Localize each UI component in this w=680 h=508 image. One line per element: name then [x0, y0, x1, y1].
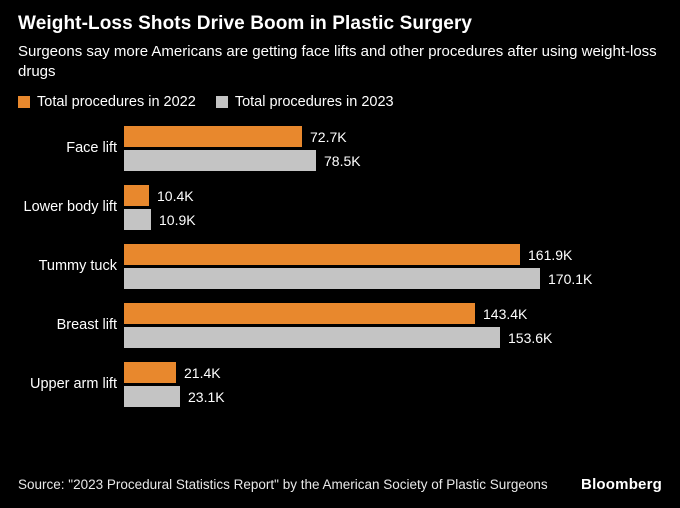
- bar-row: 170.1K: [124, 268, 662, 290]
- bar-series-2022: [124, 126, 302, 148]
- bar-row: 78.5K: [124, 150, 662, 172]
- bar-value-label: 78.5K: [324, 152, 361, 169]
- chart-subtitle: Surgeons say more Americans are getting …: [18, 42, 657, 80]
- bar-series-2022: [124, 362, 176, 384]
- legend-swatch-icon: [18, 96, 30, 109]
- bar-row: 143.4K: [124, 303, 662, 325]
- bar-series-2023: [124, 150, 316, 172]
- bar-chart: Face lift 72.7K 78.5K Lower body lift 10.4K 1…: [18, 126, 662, 421]
- legend-label: Total procedures in 2022: [37, 94, 196, 111]
- bar-value-label: 10.4K: [157, 187, 194, 204]
- bar-pair: 161.9K 170.1K: [124, 244, 662, 290]
- legend-label: Total procedures in 2023: [234, 94, 394, 111]
- bar-series-2022: [124, 185, 149, 207]
- bar-group: Lower body lift 10.4K 10.9K: [18, 185, 662, 231]
- category-label: Breast lift: [56, 316, 117, 333]
- bar-pair: 10.4K 10.9K: [124, 185, 662, 231]
- bar-row: 10.9K: [124, 209, 662, 231]
- bar-row: 153.6K: [124, 327, 662, 349]
- bar-value-label: 170.1K: [548, 270, 593, 287]
- bar-row: 10.4K: [124, 185, 662, 207]
- bar-pair: 143.4K 153.6K: [124, 303, 662, 349]
- bar-group: Upper arm lift 21.4K 23.1K: [18, 362, 662, 408]
- bar-group: Tummy tuck 161.9K 170.1K: [18, 244, 662, 290]
- bar-row: 161.9K: [124, 244, 662, 266]
- legend-item: Total procedures in 2023: [215, 94, 394, 111]
- category-label: Face lift: [66, 139, 117, 156]
- category-label: Upper arm lift: [29, 375, 117, 392]
- chart-footer: Source: "2023 Procedural Statistics Repo…: [18, 476, 662, 494]
- bar-group: Breast lift 143.4K 153.6K: [18, 303, 662, 349]
- bar-group: Face lift 72.7K 78.5K: [18, 126, 662, 172]
- bar-value-label: 143.4K: [483, 305, 528, 322]
- legend: Total procedures in 2022 Total procedures…: [18, 94, 662, 110]
- bar-series-2023: [124, 386, 180, 408]
- bar-row: 23.1K: [124, 386, 662, 408]
- category-label: Lower body lift: [23, 198, 118, 215]
- bar-row: 72.7K: [124, 126, 662, 148]
- bar-value-label: 10.9K: [159, 211, 196, 228]
- bar-series-2023: [124, 209, 151, 231]
- bar-value-label: 161.9K: [528, 246, 573, 263]
- legend-swatch-icon: [215, 96, 228, 109]
- source-note: Source: "2023 Procedural Statistics Repo…: [18, 476, 548, 492]
- chart-title: Weight-Loss Shots Drive Boom in Plastic …: [18, 13, 473, 34]
- bloomberg-logo: Bloomberg: [581, 476, 662, 493]
- bar-pair: 72.7K 78.5K: [124, 126, 662, 172]
- bar-pair: 21.4K 23.1K: [124, 362, 662, 408]
- bar-value-label: 21.4K: [184, 364, 221, 381]
- bar-series-2022: [124, 244, 520, 266]
- bar-value-label: 23.1K: [188, 388, 225, 405]
- bar-series-2023: [124, 327, 500, 349]
- bar-series-2023: [124, 268, 540, 290]
- category-label: Tummy tuck: [38, 257, 117, 274]
- legend-item: Total procedures in 2022: [18, 94, 196, 110]
- bar-value-label: 72.7K: [310, 128, 347, 145]
- bar-value-label: 153.6K: [508, 329, 553, 346]
- bar-row: 21.4K: [124, 362, 662, 384]
- bar-series-2022: [124, 303, 475, 325]
